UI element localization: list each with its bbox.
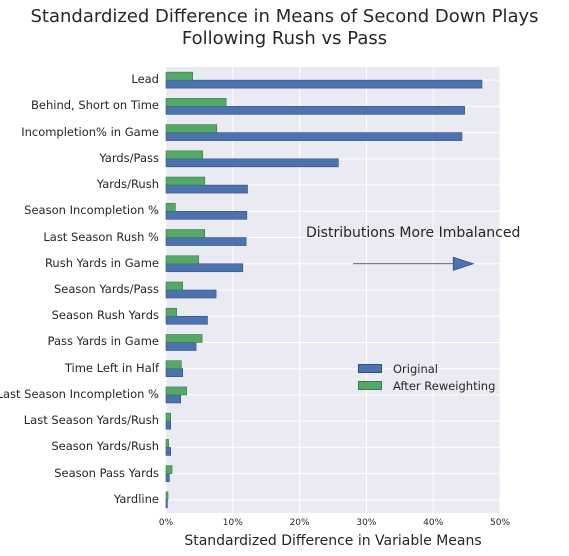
- bar-original-10: [165, 342, 197, 351]
- category-label-1: Behind, Short on Time: [31, 98, 159, 113]
- bar-after-reweighting-13: [165, 412, 171, 422]
- bar-original-6: [165, 237, 247, 246]
- bar-original-3: [165, 158, 339, 168]
- category-label-13: Last Season Yards/Rush: [23, 413, 159, 428]
- legend-item-original: Original: [358, 360, 495, 377]
- bar-original-4: [165, 184, 248, 194]
- bar-after-reweighting-14: [165, 439, 169, 448]
- bar-after-reweighting-11: [165, 360, 182, 370]
- category-label-2: Incompletion% in Game: [21, 124, 159, 139]
- legend: Original After Reweighting: [358, 360, 495, 394]
- category-label-12: Last Season Incompletion %: [0, 386, 159, 401]
- bar-after-reweighting-2: [165, 124, 218, 133]
- category-label-3: Yards/Pass: [99, 150, 159, 165]
- category-label-4: Yards/Rush: [96, 177, 159, 192]
- legend-label-original: Original: [393, 361, 439, 376]
- x-tick-label-0: 0%: [158, 518, 174, 528]
- category-label-14: Season Yards/Rush: [51, 439, 159, 454]
- bar-original-9: [165, 315, 208, 325]
- bar-after-reweighting-10: [165, 334, 203, 343]
- imbalance-annotation: Distributions More Imbalanced: [306, 225, 521, 241]
- bar-original-15: [165, 473, 170, 482]
- annotation-arrow-head: [452, 256, 475, 271]
- bar-original-13: [165, 420, 171, 430]
- x-axis-label: Standardized Difference in Variable Mean…: [184, 533, 482, 549]
- legend-swatch-original: [358, 364, 382, 373]
- category-label-7: Rush Yards in Game: [44, 255, 159, 270]
- bar-after-reweighting-8: [165, 281, 184, 291]
- x-tick-label-5: 50%: [489, 518, 511, 528]
- category-label-15: Season Pass Yards: [54, 465, 159, 480]
- bar-after-reweighting-9: [165, 307, 177, 317]
- bar-original-8: [165, 289, 217, 299]
- legend-swatch-after-reweighting: [358, 381, 382, 390]
- chart-title-line-2: Following Rush vs Pass: [181, 28, 388, 49]
- bar-original-2: [165, 132, 463, 141]
- bar-after-reweighting-5: [165, 202, 176, 212]
- bar-original-7: [165, 263, 244, 273]
- bar-after-reweighting-1: [165, 98, 227, 107]
- category-label-10: Pass Yards in Game: [47, 334, 159, 349]
- category-label-0: Lead: [131, 72, 159, 87]
- bar-original-5: [165, 210, 248, 220]
- category-label-11: Time Left in Half: [64, 360, 159, 375]
- category-label-8: Season Yards/Pass: [53, 282, 159, 296]
- bar-after-reweighting-12: [165, 386, 188, 396]
- chart-title-line-1: Standardized Difference in Means of Seco…: [30, 6, 539, 27]
- bar-after-reweighting-3: [165, 150, 204, 160]
- bar-original-16: [165, 499, 168, 509]
- x-tick-label-2: 20%: [289, 518, 310, 528]
- category-label-5: Season Incompletion %: [24, 203, 159, 218]
- bar-after-reweighting-16: [165, 491, 169, 501]
- bar-original-14: [165, 447, 171, 456]
- x-tick-label-1: 10%: [222, 518, 243, 528]
- bar-original-12: [165, 394, 181, 404]
- bar-original-11: [165, 368, 184, 378]
- bar-after-reweighting-15: [165, 465, 173, 474]
- x-tick-label-4: 40%: [423, 518, 444, 528]
- legend-item-after-reweighting: After Reweighting: [358, 377, 495, 394]
- bar-after-reweighting-6: [165, 229, 206, 238]
- category-label-6: Last Season Rush %: [43, 229, 159, 244]
- bar-after-reweighting-4: [165, 176, 206, 186]
- category-label-16: Yardline: [113, 491, 159, 506]
- x-tick-label-3: 30%: [356, 518, 377, 528]
- bar-after-reweighting-0: [165, 71, 194, 81]
- bar-after-reweighting-7: [165, 255, 200, 265]
- bar-original-1: [165, 106, 465, 115]
- bar-original-0: [165, 79, 483, 89]
- category-label-9: Season Rush Yards: [51, 308, 159, 323]
- legend-label-after-reweighting: After Reweighting: [393, 378, 496, 393]
